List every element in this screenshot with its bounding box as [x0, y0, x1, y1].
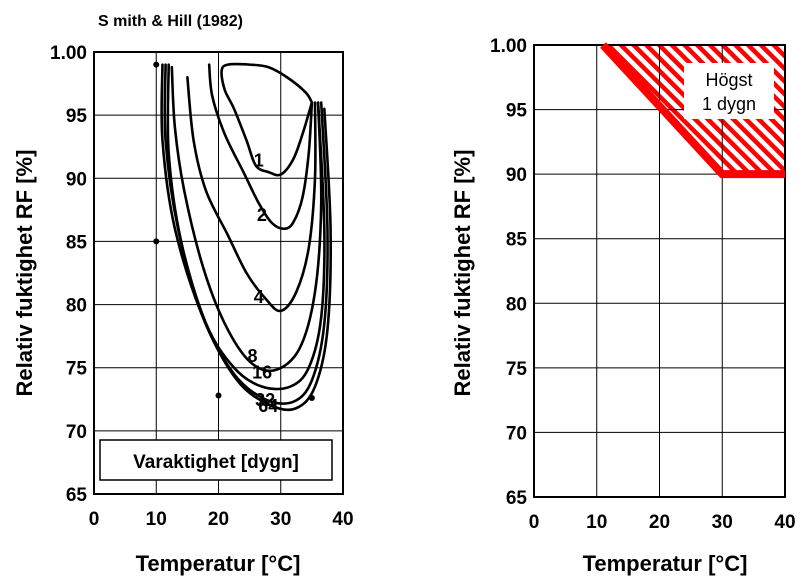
right-x-tick-label: 30 [712, 512, 733, 533]
left-plot-frame [93, 51, 344, 495]
data-point-marker [308, 395, 315, 402]
duration-curve-64 [160, 63, 332, 412]
right-plot-frame [533, 44, 786, 498]
left-x-tick-label: 10 [146, 509, 167, 530]
right-y-tick-label: 1.00 [490, 36, 527, 57]
data-point-marker [153, 61, 160, 68]
left-x-tick-label: 40 [332, 509, 353, 530]
duration-curve-1 [220, 62, 314, 177]
left-x-tick-label: 30 [270, 509, 291, 530]
duration-curve-label: 8 [248, 346, 258, 366]
left-y-axis-label: Relativ fuktighet RF [%] [12, 150, 37, 397]
duration-curve-label: 1 [254, 150, 264, 170]
right-y-tick-labels: 65 70 75 80 85 90 95 1.00 [490, 36, 527, 509]
right-y-tick-label: 95 [506, 101, 528, 122]
duration-curve-32 [163, 63, 329, 405]
annotation-box [684, 63, 774, 119]
duration-curve-label: 32 [255, 390, 275, 410]
left-y-tick-labels: 65 70 75 80 85 90 95 1.00 [50, 43, 87, 506]
left-y-tick-label: 85 [66, 232, 88, 253]
right-y-axis-label: Relativ fuktighet RF [%] [450, 150, 475, 397]
right-gridlines [534, 45, 785, 497]
left-y-tick-label: 80 [66, 296, 87, 317]
right-y-tick-label: 65 [506, 488, 528, 509]
left-y-tick-label: 95 [66, 106, 88, 127]
duration-curve-label: 2 [257, 205, 267, 225]
right-x-tick-label: 40 [774, 512, 795, 533]
left-x-tick-labels: 0 10 20 30 40 [89, 509, 354, 530]
duration-curve-2 [207, 63, 314, 231]
right-x-axis-label: Temperatur [°C] [583, 551, 748, 576]
left-x-tick-label: 0 [89, 509, 100, 530]
left-y-tick-label: 65 [66, 485, 88, 506]
data-point-marker [215, 392, 222, 399]
duration-curve-label: 16 [252, 363, 272, 383]
limit-line [600, 42, 785, 179]
left-y-tick-label: 90 [66, 169, 87, 190]
right-y-tick-label: 90 [506, 165, 527, 186]
left-duration-curves [160, 62, 332, 412]
right-x-tick-labels: 0 10 20 30 40 [529, 512, 796, 533]
right-y-tick-label: 75 [506, 359, 528, 380]
right-x-tick-label: 10 [586, 512, 607, 533]
duration-curve-label: 64 [258, 396, 278, 416]
left-x-axis-label: Temperatur [°C] [136, 551, 301, 576]
left-y-tick-label: 1.00 [50, 43, 87, 64]
duration-curve-label: 4 [254, 287, 264, 307]
left-y-tick-label: 75 [66, 359, 88, 380]
left-chart: S mith & Hill (1982) 0 10 20 30 40 65 70 75 80 8… [12, 13, 354, 576]
duration-legend-text: Varaktighet [dygn] [133, 452, 299, 473]
right-y-tick-label: 80 [506, 294, 527, 315]
left-x-tick-label: 20 [208, 509, 229, 530]
right-x-tick-label: 0 [529, 512, 540, 533]
duration-legend-box [99, 439, 333, 481]
left-chart-title: S mith & Hill (1982) [98, 13, 243, 30]
duration-curve-8 [170, 65, 323, 373]
annotation-line-1: Högst [705, 70, 752, 90]
data-point-marker [153, 238, 160, 245]
annotation-line-2: 1 dygn [702, 94, 756, 114]
left-y-tick-label: 70 [66, 422, 87, 443]
left-data-markers [153, 61, 315, 402]
right-y-tick-label: 70 [506, 423, 527, 444]
duration-curve-4 [186, 75, 317, 313]
right-x-tick-label: 20 [649, 512, 670, 533]
right-y-tick-label: 85 [506, 230, 528, 251]
right-chart: Högst 1 dygn 0 10 20 30 40 65 70 75 80 85 90 95 1.0… [450, 36, 796, 576]
